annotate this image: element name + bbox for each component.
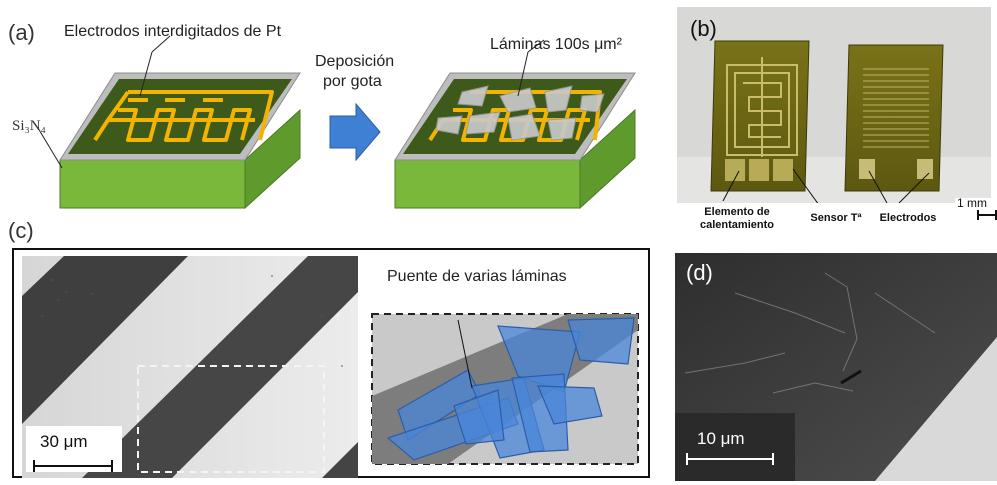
flakes (435, 85, 605, 141)
sensor-caption: Sensor Tª (810, 212, 862, 224)
arrow-caption-line1: Deposición (315, 53, 395, 70)
panel-b-scale-label: 1 mm (957, 196, 987, 210)
deposition-arrow (329, 102, 381, 162)
sem-micrograph-c (22, 256, 358, 478)
heater-caption-line2: calentamiento (700, 219, 774, 231)
electrodes-chip (844, 44, 944, 192)
bridge-caption: Puente de varias láminas (387, 268, 567, 285)
panel-d-scale-label: 10 μm (697, 429, 745, 448)
flake-bridge-schematic (371, 313, 639, 465)
panel-c-label: (c) (8, 218, 34, 243)
heater-chip (710, 40, 810, 192)
interdigitated-electrodes (93, 90, 274, 142)
scale-box-b (955, 198, 995, 226)
chip-with-flakes (394, 39, 636, 210)
electrodes-b-caption: Electrodos (879, 212, 937, 224)
arrow-caption-line2: por gota (323, 73, 382, 90)
panel-d-label: (d) (686, 260, 713, 285)
panel-b-label: (b) (690, 16, 717, 41)
electrodes-caption: Electrodos interdigitados de Pt (64, 23, 282, 40)
sensor-chips-photo (677, 40, 991, 220)
substrate-caption: Si₃N₄ (12, 118, 46, 134)
chip-electrodes (37, 35, 301, 210)
panel-a-label: (a) (8, 20, 35, 45)
flakes-caption: Láminas 100s μm² (490, 36, 622, 53)
heater-caption-line1: Elemento de (704, 206, 770, 218)
zoom-region-box (137, 365, 325, 473)
panel-b-photo (677, 7, 991, 220)
panel-a-illustration (37, 35, 636, 210)
panel-c-scale-label: 30 μm (40, 432, 88, 451)
sem-micrograph-d (675, 253, 997, 481)
panel-b-scale-line (977, 214, 995, 216)
